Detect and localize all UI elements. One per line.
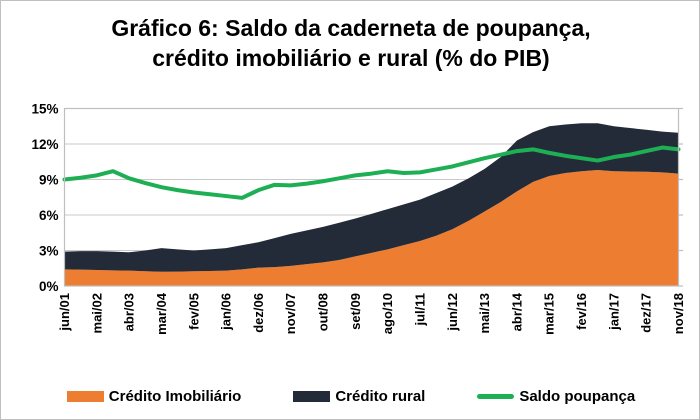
legend-item-credito-rural: Crédito rural (293, 388, 425, 405)
chart-legend: Crédito Imobiliário Crédito rural Saldo … (1, 388, 699, 405)
legend-label-saldo-poupanca: Saldo poupança (519, 388, 636, 405)
chart-title-line1: Gráfico 6: Saldo da caderneta de poupanç… (111, 15, 591, 41)
x-tick-label-jan-06: jan/06 (219, 293, 234, 331)
y-tick-label-3%: 3% (39, 244, 59, 259)
y-tick-label-0%: 0% (39, 279, 59, 294)
line-saldo-poupanca (62, 145, 681, 200)
legend-label-credito-imobiliario: Crédito Imobiliário (108, 388, 242, 405)
x-tick-label-nov-18: nov/18 (671, 293, 686, 334)
x-tick-label-mai-13: mai/13 (477, 293, 492, 333)
legend-swatch-saldo-poupanca (477, 394, 515, 399)
legend-swatch-credito-rural (293, 391, 331, 402)
chart-title: Gráfico 6: Saldo da caderneta de poupanç… (1, 13, 699, 73)
x-tick-label-abr-03: abr/03 (122, 293, 137, 331)
x-tick-label-jul-11: jul/11 (412, 293, 427, 327)
x-tick-label-set-09: set/09 (348, 293, 363, 330)
x-tick-label-fev-16: fev/16 (574, 293, 589, 330)
x-tick-label-dez-06: dez/06 (251, 293, 266, 333)
y-tick-label-12%: 12% (31, 137, 58, 152)
legend-swatch-credito-imobiliario (66, 391, 104, 402)
y-tick-label-6%: 6% (39, 208, 59, 223)
x-tick-label-jan-17: jan/17 (606, 293, 621, 331)
legend-label-credito-rural: Crédito rural (335, 388, 426, 405)
x-tick-label-fev-05: fev/05 (186, 293, 201, 330)
x-tick-label-mar-15: mar/15 (542, 293, 557, 335)
chart-title-line2: crédito imobiliário e rural (% do PIB) (152, 45, 550, 71)
x-tick-label-out-08: out/08 (316, 293, 331, 331)
plot-border (63, 107, 680, 287)
x-tick-label-ago-10: ago/10 (380, 293, 395, 334)
x-tick-label-mar-04: mar/04 (154, 292, 169, 335)
x-tick-label-nov-07: nov/07 (283, 293, 298, 334)
x-tick-label-mai-02: mai/02 (89, 293, 104, 333)
legend-item-saldo-poupanca: Saldo poupança (477, 388, 635, 405)
x-tick-label-jun-12: jun/12 (445, 293, 460, 332)
y-tick-label-15%: 15% (31, 102, 58, 117)
legend-item-credito-imobiliario: Crédito Imobiliário (66, 388, 242, 405)
x-tick-label-dez-17: dez/17 (639, 293, 654, 333)
area-credito-rural (64, 123, 679, 272)
x-tick-label-jun-01: jun/01 (57, 293, 72, 332)
y-tick-label-9%: 9% (39, 173, 59, 188)
x-tick-label-abr-14: abr/14 (509, 292, 524, 331)
area-credito-imobiliario (64, 170, 679, 286)
